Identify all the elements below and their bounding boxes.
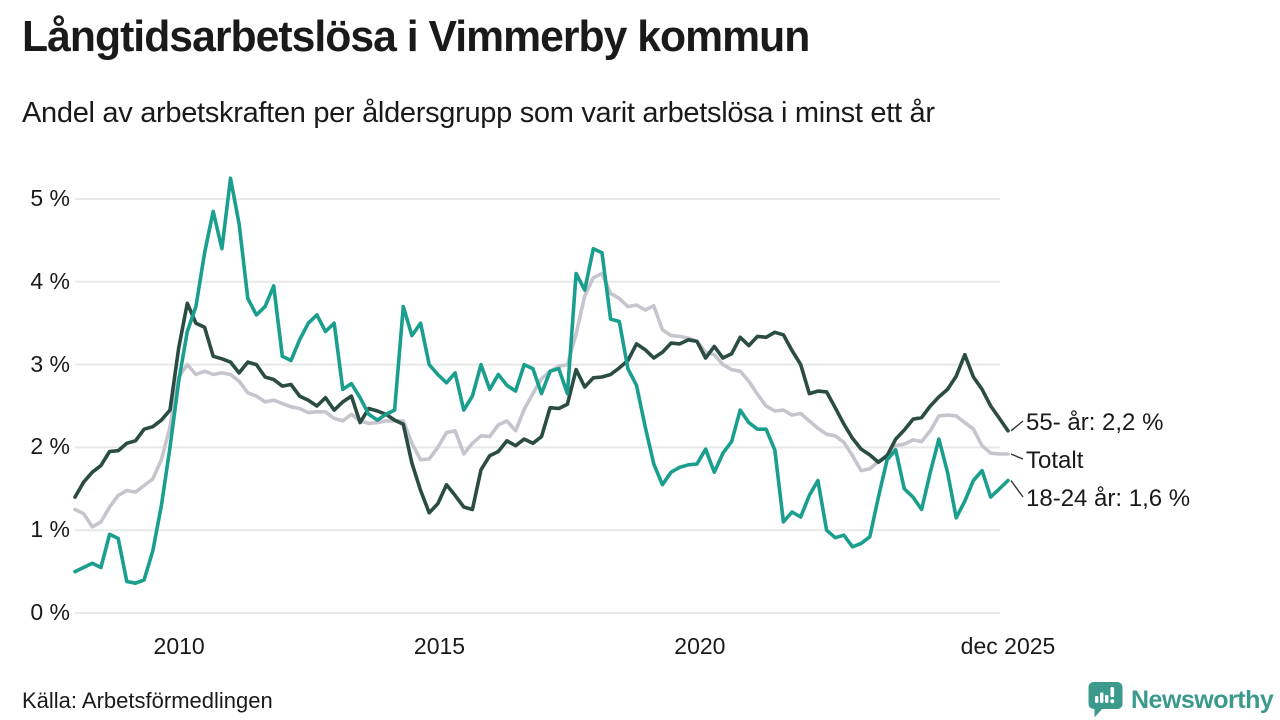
page-subtitle: Andel av arbetskraften per åldersgrupp s… <box>22 97 935 129</box>
series-line-18-24 <box>73 176 1010 586</box>
series-label-totalt: Totalt <box>1026 447 1084 474</box>
series-label-18-24: 18-24 år: 1,6 % <box>1026 485 1191 512</box>
x-tick-label: 2015 <box>413 633 466 659</box>
series-label-55-plus: 55- år: 2,2 % <box>1026 409 1164 436</box>
y-tick-label: 0 % <box>30 599 70 625</box>
newsworthy-wordmark: Newsworthy <box>1131 685 1274 714</box>
x-tick-label: dec 2025 <box>960 633 1056 659</box>
series-line-totalt <box>73 271 1010 529</box>
series-line-55 <box>73 301 1010 515</box>
y-tick-label: 1 % <box>30 516 70 543</box>
leader-line-18-24 <box>1010 480 1024 498</box>
x-tick-label: 2020 <box>674 633 726 659</box>
x-tick-label: 2010 <box>153 633 205 659</box>
page-title: Långtidsarbetslösa i Vimmerby kommun <box>22 12 810 61</box>
newsworthy-logo: Newsworthy <box>1087 681 1274 719</box>
y-tick-label: 3 % <box>30 350 70 377</box>
newsworthy-icon <box>1088 682 1123 718</box>
leader-line-totalt <box>1010 453 1024 460</box>
leader-line-55 <box>1010 420 1024 432</box>
source-note: Källa: Arbetsförmedlingen <box>22 688 273 713</box>
y-tick-label: 5 % <box>30 185 70 211</box>
y-tick-label: 4 % <box>30 267 70 294</box>
y-tick-label: 2 % <box>30 433 70 460</box>
